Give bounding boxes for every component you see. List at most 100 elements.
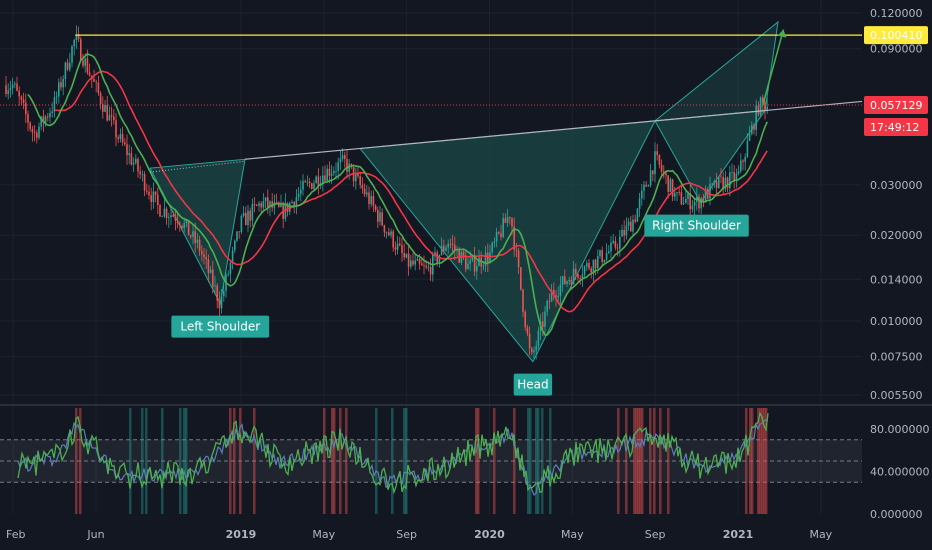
candle-body <box>709 183 711 199</box>
candle-body <box>731 172 733 173</box>
candle-body <box>205 257 207 260</box>
candle-body <box>401 245 403 254</box>
candle-body <box>744 156 746 162</box>
indicator-hist-bar <box>183 408 186 514</box>
candle-body <box>7 90 9 94</box>
indicator-hist-bar <box>765 408 768 514</box>
candle-body <box>337 162 339 171</box>
candle-body <box>64 62 67 80</box>
candle-body <box>632 219 634 232</box>
candle-body <box>172 215 174 217</box>
candle-body <box>487 252 489 263</box>
indicator-hist-bar <box>535 408 538 514</box>
candle-body <box>249 210 251 221</box>
candle-body <box>740 160 742 172</box>
candle-body <box>102 103 104 112</box>
candle-body <box>729 172 731 189</box>
candle-body <box>115 120 117 138</box>
candle-body <box>634 219 636 222</box>
candle-body <box>75 34 78 40</box>
candle-body <box>139 171 141 175</box>
candle-body <box>746 140 749 157</box>
candle-body <box>599 250 601 257</box>
candle-body <box>176 220 179 224</box>
y-tick-label: 0.007500 <box>870 351 923 364</box>
target-price-badge: 0.100410 <box>864 26 928 45</box>
candle-body <box>410 260 412 267</box>
candle-body <box>141 174 144 175</box>
candle-body <box>434 252 436 255</box>
candle-body <box>440 245 443 255</box>
candle-body <box>627 221 630 226</box>
target-price-badge-bg <box>864 26 928 45</box>
candle-body <box>550 290 553 302</box>
candle-body <box>88 72 91 76</box>
candle-body <box>643 184 645 191</box>
candle-body <box>427 266 430 268</box>
candle-body <box>451 244 454 246</box>
indicator-hist-bar <box>757 408 760 514</box>
candle-body <box>403 253 405 258</box>
candle-body <box>685 199 687 204</box>
candle-body <box>392 231 394 248</box>
x-tick-label: Feb <box>6 528 25 541</box>
indicator-hist-bar <box>475 408 478 514</box>
candle-body <box>106 105 108 121</box>
candle-body <box>418 259 421 264</box>
candle-body <box>16 83 18 91</box>
candle-body <box>119 134 122 139</box>
candle-body <box>273 202 276 208</box>
candle-body <box>469 260 471 264</box>
candle-body <box>660 164 663 172</box>
candle-body <box>671 179 674 197</box>
annotation-label: Left Shoulder <box>180 320 260 334</box>
candle-body <box>566 281 568 284</box>
candle-body <box>537 330 540 346</box>
candle-body <box>524 311 526 328</box>
candle-body <box>124 142 126 145</box>
candle-body <box>25 102 27 115</box>
candle-body <box>9 88 12 91</box>
candle-body <box>185 220 188 224</box>
indicator-hist-bar <box>145 408 148 514</box>
candle-body <box>315 176 317 184</box>
candle-body <box>108 115 111 121</box>
indicator-hist-bar <box>253 408 256 514</box>
candle-body <box>533 350 535 353</box>
candle-body <box>698 196 700 209</box>
price-axis[interactable]: 0.120000 0.090000 0.030000 0.020000 0.014000… <box>870 7 930 521</box>
candle-body <box>60 82 62 88</box>
candle-body <box>300 189 302 194</box>
candle-body <box>484 252 487 266</box>
candle-body <box>572 268 575 285</box>
candle-body <box>447 243 449 248</box>
candle-body <box>374 205 377 211</box>
candle-body <box>161 216 163 218</box>
indicator-tick-label: 40.000000 <box>870 466 930 479</box>
candle-body <box>179 223 181 226</box>
candle-body <box>601 250 603 263</box>
annotations: Left Shoulder Head Right Shoulder <box>171 214 749 396</box>
candle-body <box>544 311 546 327</box>
annotation-bg <box>171 315 270 338</box>
candle-body <box>357 173 359 177</box>
candle-body <box>465 257 467 270</box>
candle-body <box>126 144 128 156</box>
candle-body <box>416 259 419 261</box>
indicator-hist-bar <box>375 408 378 514</box>
candle-body <box>33 132 36 134</box>
indicator-hist-bar <box>639 408 642 514</box>
candle-body <box>348 163 350 172</box>
candle-body <box>370 196 372 205</box>
pattern-triangle <box>149 158 246 306</box>
candle-body <box>18 90 20 97</box>
candle-body <box>726 177 729 189</box>
indicator-hist-bar <box>239 408 242 514</box>
time-axis[interactable]: Feb Jun 2019 May Sep 2020 May Sep 2021 May <box>6 528 833 541</box>
candle-body <box>93 78 95 82</box>
candle-body <box>557 295 559 298</box>
candle-body <box>326 168 328 181</box>
candle-body <box>203 254 205 258</box>
candle-body <box>49 113 51 118</box>
